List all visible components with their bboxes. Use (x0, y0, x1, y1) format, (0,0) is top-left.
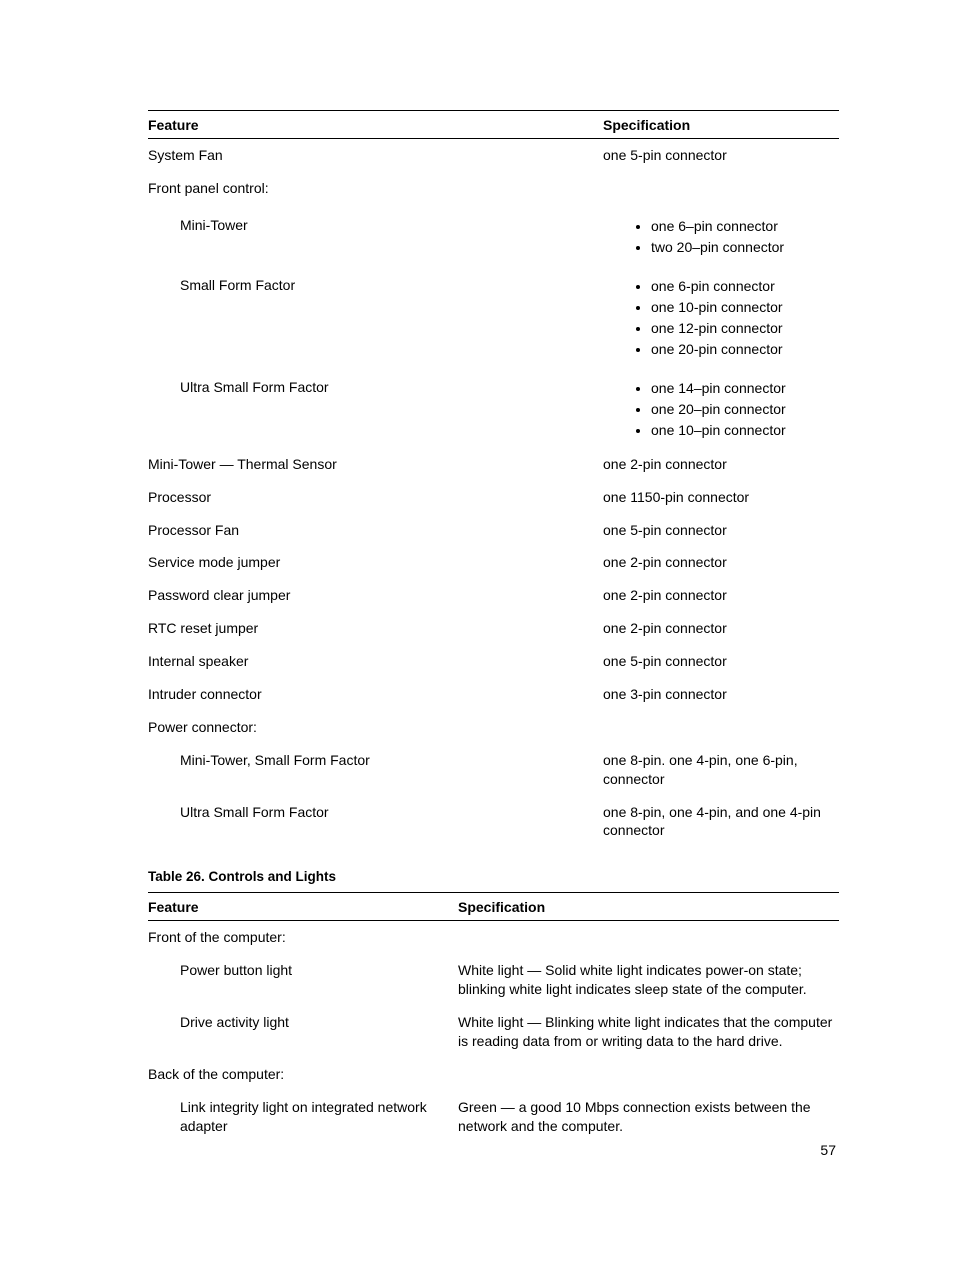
page-number: 57 (820, 1142, 836, 1158)
list-item: one 20-pin connector (651, 339, 839, 360)
spec-cell: one 8-pin. one 4-pin, one 6-pin, connect… (603, 751, 839, 789)
feature-cell: Front panel control: (148, 179, 603, 198)
feature-cell: Power connector: (148, 718, 603, 737)
feature-cell: Processor Fan (148, 521, 603, 540)
list-item: one 12-pin connector (651, 318, 839, 339)
list-item: one 6–pin connector (651, 216, 839, 237)
list-item: one 6-pin connector (651, 276, 839, 297)
table-row: Front of the computer: (148, 921, 839, 954)
spec-cell: one 6-pin connectorone 10-pin connectoro… (603, 276, 839, 360)
table-row: RTC reset jumperone 2-pin connector (148, 612, 839, 645)
spec-cell: one 2-pin connector (603, 619, 839, 638)
feature-cell: Power button light (148, 961, 458, 999)
table-header-row: Feature Specification (148, 892, 839, 921)
spec-cell: one 2-pin connector (603, 586, 839, 605)
spec-cell: one 2-pin connector (603, 455, 839, 474)
table-row: Drive activity lightWhite light — Blinki… (148, 1006, 839, 1058)
header-feature: Feature (148, 899, 458, 915)
table-row: Power button lightWhite light — Solid wh… (148, 954, 839, 1006)
table-caption: Table 26. Controls and Lights (148, 869, 839, 884)
list-item: one 14–pin connector (651, 378, 839, 399)
table-row: Back of the computer: (148, 1058, 839, 1091)
table-row: Processor Fanone 5-pin connector (148, 514, 839, 547)
spec-cell: one 5-pin connector (603, 652, 839, 671)
controls-lights-table: Feature Specification Front of the compu… (148, 892, 839, 1142)
spec-cell: one 1150-pin connector (603, 488, 839, 507)
table-row: Internal speakerone 5-pin connector (148, 645, 839, 678)
feature-cell: Small Form Factor (148, 276, 603, 360)
feature-cell: Internal speaker (148, 652, 603, 671)
feature-cell: Password clear jumper (148, 586, 603, 605)
table-row: Intruder connectorone 3-pin connector (148, 678, 839, 711)
table-row: Small Form Factorone 6-pin connectorone … (148, 269, 839, 367)
table-row: Link integrity light on integrated netwo… (148, 1091, 839, 1143)
specifications-table-1: Feature Specification System Fanone 5-pi… (148, 110, 839, 847)
feature-cell: Back of the computer: (148, 1065, 458, 1084)
list-item: two 20–pin connector (651, 237, 839, 258)
spec-cell: White light — Blinking white light indic… (458, 1013, 839, 1051)
feature-cell: Link integrity light on integrated netwo… (148, 1098, 458, 1136)
feature-cell: Front of the computer: (148, 928, 458, 947)
table-row: Service mode jumperone 2-pin connector (148, 546, 839, 579)
feature-cell: Mini-Tower, Small Form Factor (148, 751, 603, 789)
spec-cell (458, 928, 839, 947)
table-row: Front panel control: (148, 172, 839, 205)
table-row: Password clear jumperone 2-pin connector (148, 579, 839, 612)
header-spec: Specification (603, 117, 839, 133)
table-row: Ultra Small Form Factorone 14–pin connec… (148, 371, 839, 448)
feature-cell: System Fan (148, 146, 603, 165)
spec-cell: one 5-pin connector (603, 146, 839, 165)
spec-list: one 6-pin connectorone 10-pin connectoro… (603, 276, 839, 360)
feature-cell: Ultra Small Form Factor (148, 378, 603, 441)
spec-cell: one 5-pin connector (603, 521, 839, 540)
spec-cell: White light — Solid white light indicate… (458, 961, 839, 999)
header-spec: Specification (458, 899, 839, 915)
list-item: one 20–pin connector (651, 399, 839, 420)
spec-list: one 6–pin connectortwo 20–pin connector (603, 216, 839, 258)
spec-cell: one 8-pin, one 4-pin, and one 4-pin conn… (603, 803, 839, 841)
spec-cell (603, 718, 839, 737)
spec-cell: one 14–pin connectorone 20–pin connector… (603, 378, 839, 441)
feature-cell: Intruder connector (148, 685, 603, 704)
table-row: Mini-Tower — Thermal Sensorone 2-pin con… (148, 448, 839, 481)
table-header-row: Feature Specification (148, 110, 839, 139)
feature-cell: Drive activity light (148, 1013, 458, 1051)
table-row: System Fanone 5-pin connector (148, 139, 839, 172)
spec-cell (458, 1065, 839, 1084)
spec-list: one 14–pin connectorone 20–pin connector… (603, 378, 839, 441)
spec-cell: one 3-pin connector (603, 685, 839, 704)
list-item: one 10–pin connector (651, 420, 839, 441)
table-row: Mini-Towerone 6–pin connectortwo 20–pin … (148, 209, 839, 265)
feature-cell: Ultra Small Form Factor (148, 803, 603, 841)
table-row: Mini-Tower, Small Form Factorone 8-pin. … (148, 744, 839, 796)
spec-cell: one 6–pin connectortwo 20–pin connector (603, 216, 839, 258)
feature-cell: Service mode jumper (148, 553, 603, 572)
table-row: Ultra Small Form Factorone 8-pin, one 4-… (148, 796, 839, 848)
list-item: one 10-pin connector (651, 297, 839, 318)
table-row: Processorone 1150-pin connector (148, 481, 839, 514)
feature-cell: Mini-Tower — Thermal Sensor (148, 455, 603, 474)
header-feature: Feature (148, 117, 603, 133)
feature-cell: RTC reset jumper (148, 619, 603, 638)
spec-cell: one 2-pin connector (603, 553, 839, 572)
table-row: Power connector: (148, 711, 839, 744)
spec-cell: Green — a good 10 Mbps connection exists… (458, 1098, 839, 1136)
feature-cell: Processor (148, 488, 603, 507)
feature-cell: Mini-Tower (148, 216, 603, 258)
spec-cell (603, 179, 839, 198)
